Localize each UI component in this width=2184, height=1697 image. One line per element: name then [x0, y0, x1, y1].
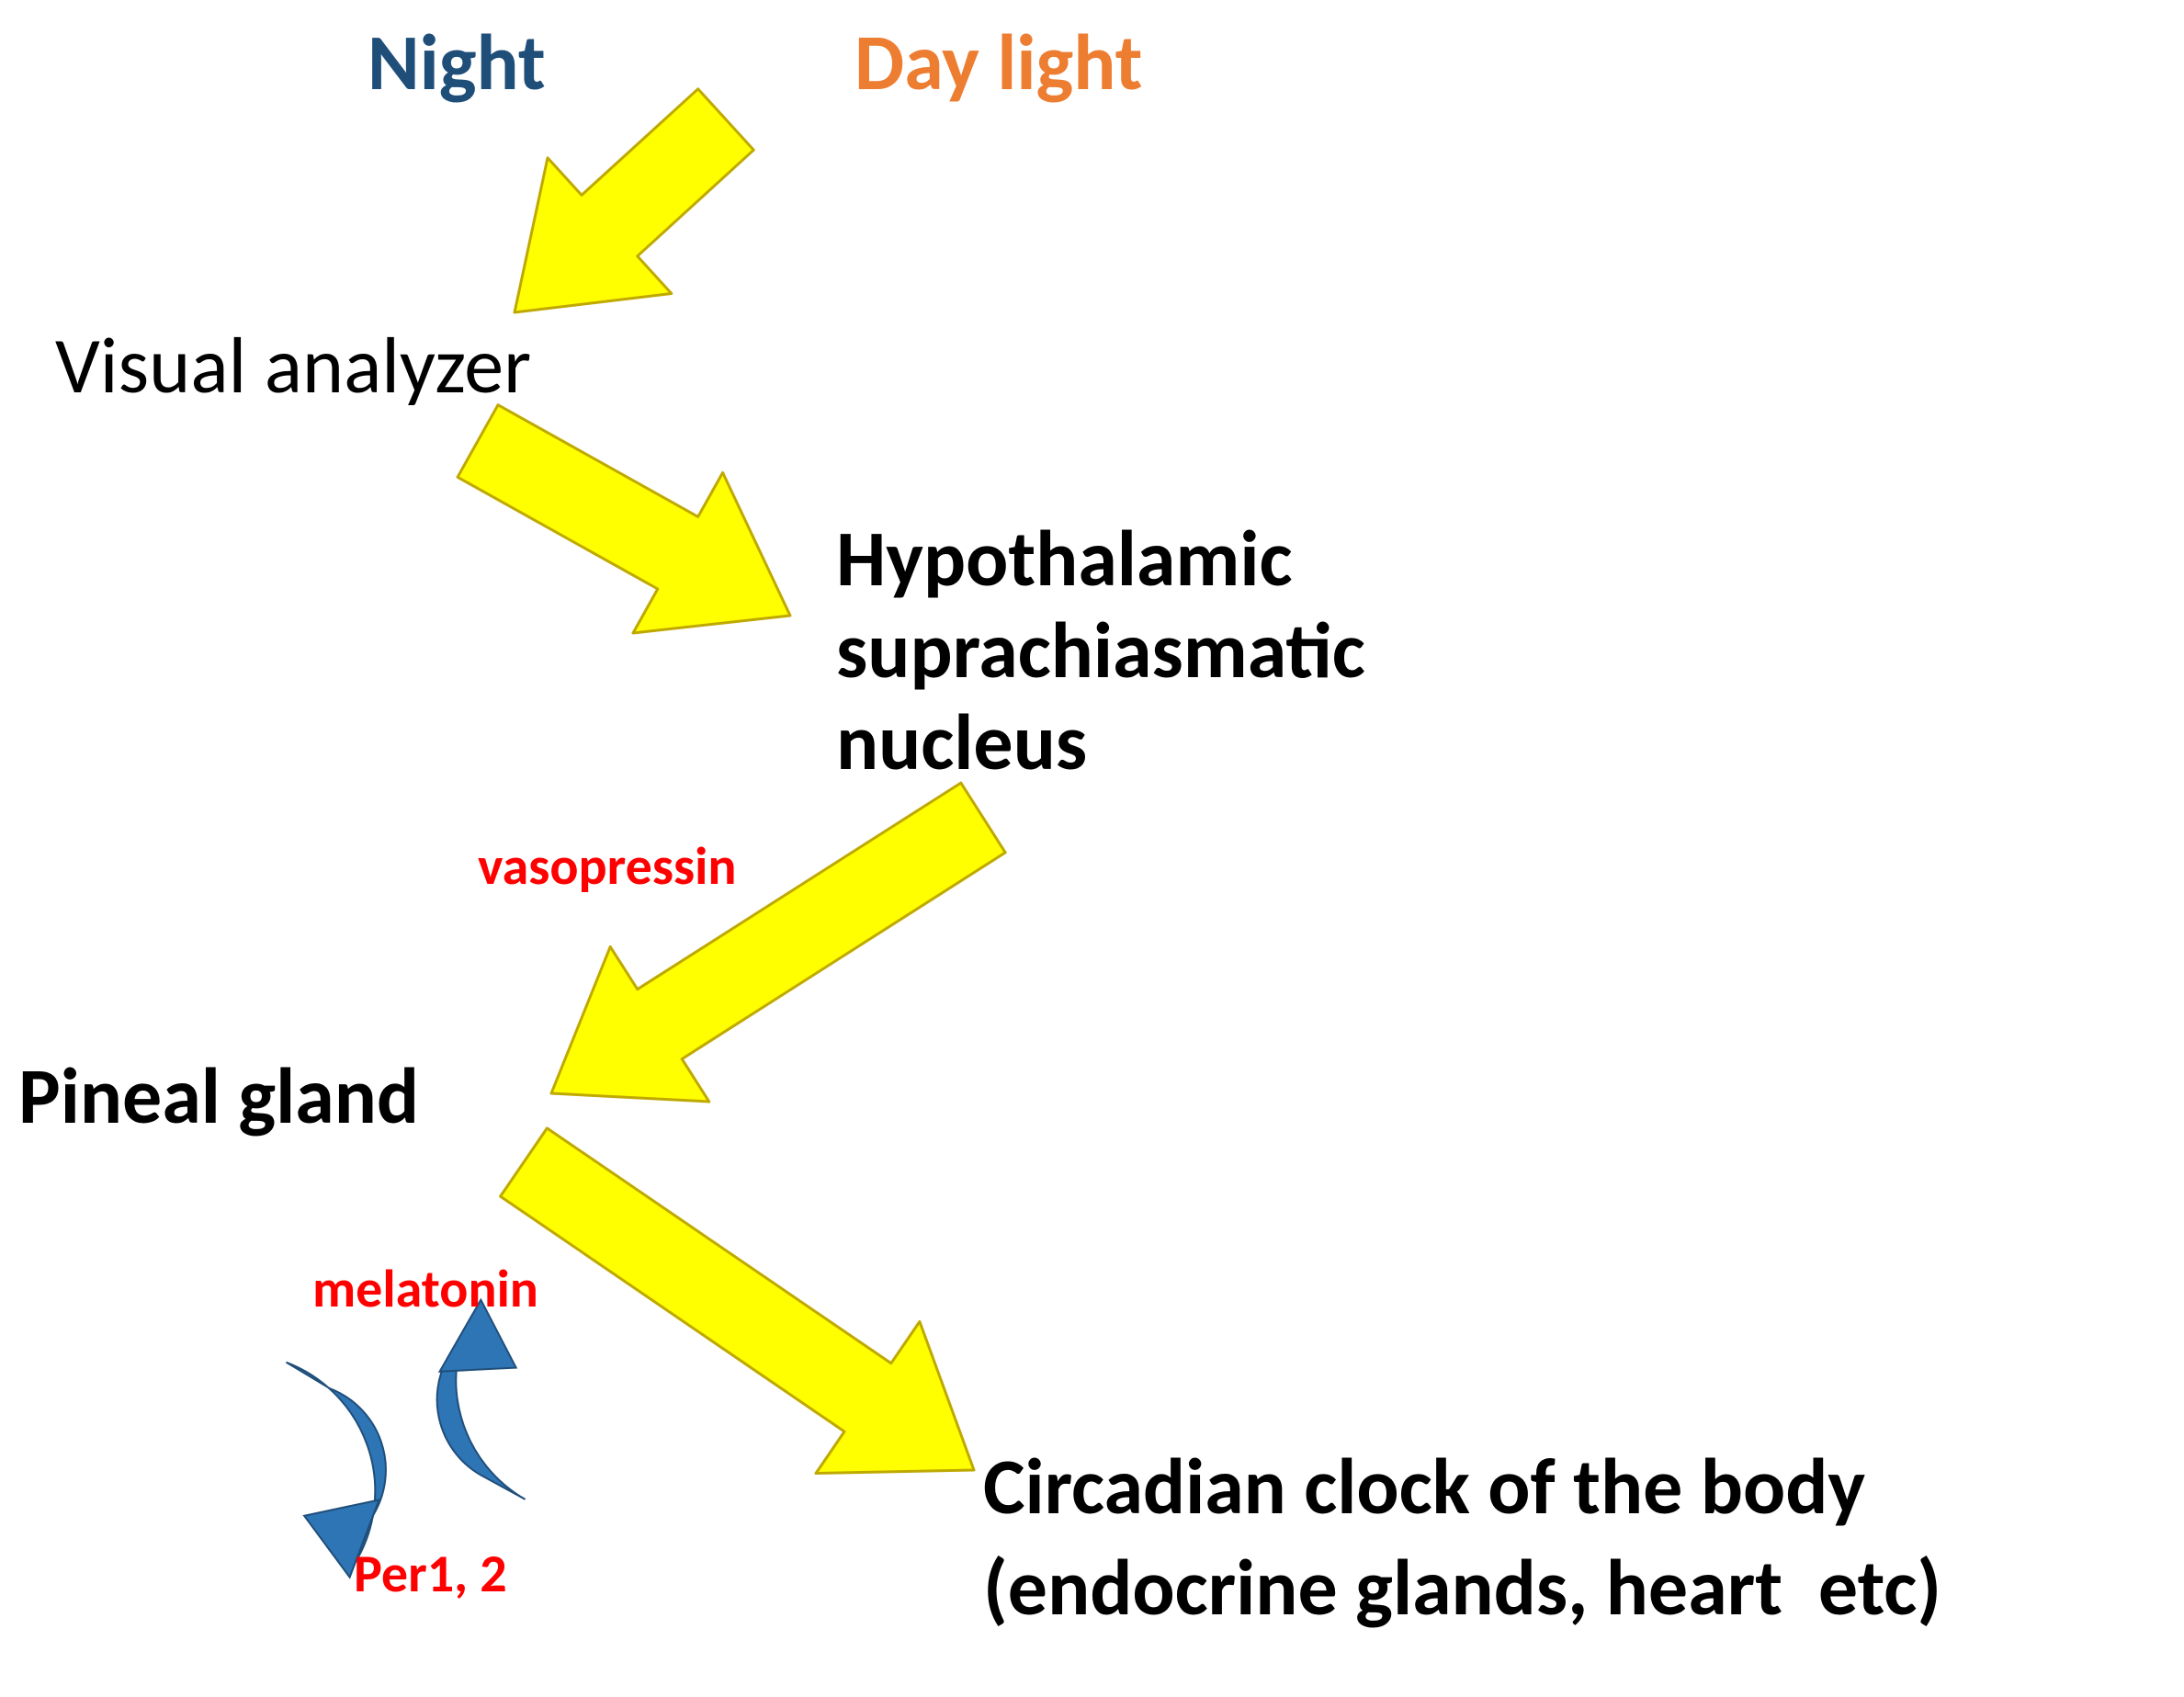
label-clock-line1: Circadian clock of the body: [983, 1442, 1865, 1533]
block-arrow-a2: [458, 405, 790, 633]
label-night: Night: [368, 18, 546, 109]
label-clock-line2: (endocrine glands, heart etc): [983, 1544, 1941, 1635]
label-vasopressin: vasopressin: [478, 836, 736, 898]
block-arrow-a3: [551, 783, 1005, 1102]
label-per: Per1, 2: [354, 1544, 507, 1605]
block-arrow-a1: [515, 89, 753, 312]
label-pineal: Pineal gland: [18, 1052, 419, 1143]
cycle-arrow-body-2: [437, 1314, 526, 1499]
label-scn-line3: nucleus: [836, 698, 1087, 789]
label-visual: Visual analyzer: [55, 322, 531, 413]
label-daylight: Day light: [854, 18, 1142, 109]
label-scn-line1: Hypothalamic: [836, 515, 1292, 605]
diagram-stage: Night Day light Visual analyzer Hypothal…: [0, 0, 2184, 1697]
label-melatonin: melatonin: [312, 1259, 538, 1320]
cycle-arrow-body-1: [286, 1363, 385, 1563]
block-arrow-a4: [501, 1128, 974, 1474]
label-scn-line2: suprachiasmatic: [836, 606, 1365, 697]
